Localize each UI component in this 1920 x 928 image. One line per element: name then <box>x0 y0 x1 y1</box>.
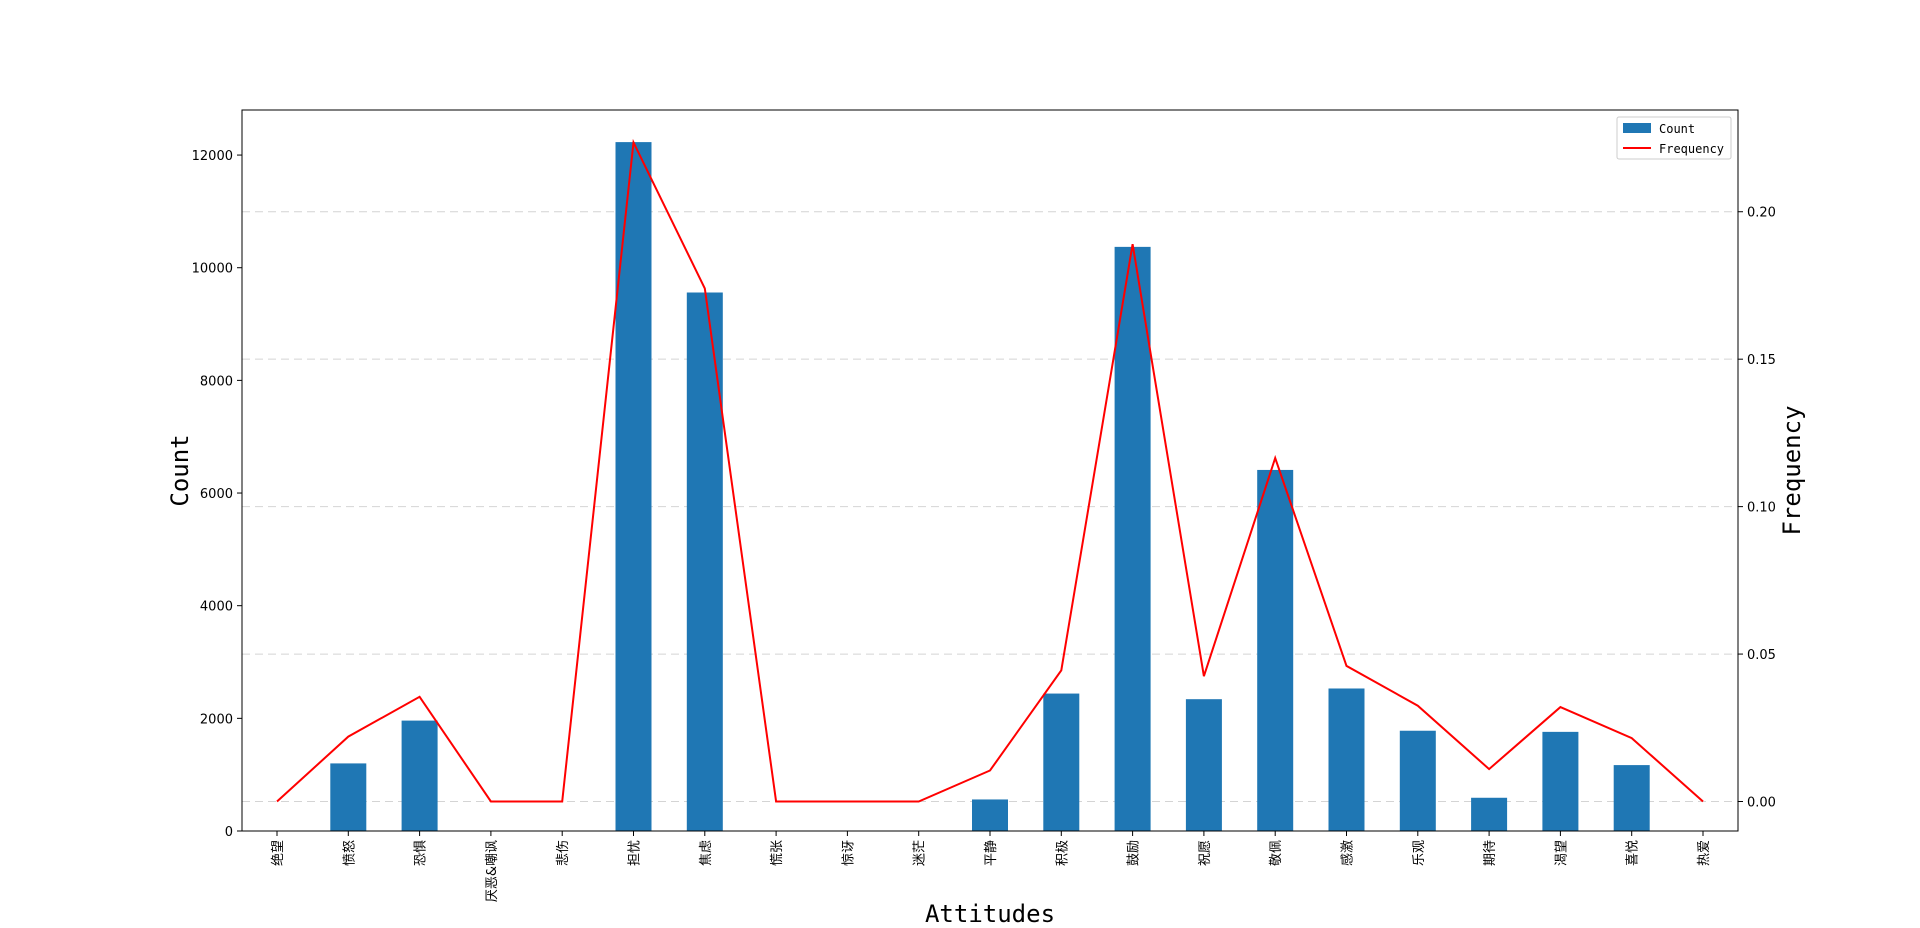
bar-18 <box>1542 731 1579 831</box>
bar-16 <box>1399 730 1436 831</box>
frequency-line <box>276 138 1704 803</box>
bar-15 <box>1328 688 1365 831</box>
y-axis-label: Count <box>166 434 194 506</box>
bar-2 <box>401 720 438 831</box>
x-tick-label: 热爱 <box>1697 840 1712 866</box>
y-tick-label: 8000 <box>200 374 233 389</box>
x-tick-label: 鼓励 <box>1127 840 1142 866</box>
frequency-line-layer <box>276 138 1704 803</box>
x-tick-label: 敬佩 <box>1268 840 1284 866</box>
x-tick-label: 担忧 <box>628 840 643 866</box>
bar-17 <box>1471 797 1508 831</box>
x-tick-label: 祝愿 <box>1198 840 1213 866</box>
x-tick-label: 乐观 <box>1412 840 1427 866</box>
y-tick-label: 10000 <box>192 262 233 277</box>
x-tick-label: 恐惧 <box>413 840 429 866</box>
x-tick-label: 焦虑 <box>699 840 714 866</box>
x-tick-label: 悲伤 <box>555 840 571 866</box>
right-axis-ticks: 0.00 0.05 0.10 0.15 0.20 <box>1738 206 1776 811</box>
x-tick-label: 期待 <box>1483 840 1498 866</box>
bar-6 <box>686 292 723 831</box>
x-tick-label: 慌张 <box>770 840 785 866</box>
x-tick-label: 惊讶 <box>841 840 856 866</box>
y-tick-label: 12000 <box>192 149 233 164</box>
y-tick-label: 4000 <box>200 600 233 615</box>
grid-lines <box>242 211 1738 803</box>
y2-axis-label: Frequency <box>1778 405 1806 535</box>
legend-swatch-count <box>1623 123 1651 133</box>
y2-tick-label: 0.05 <box>1747 648 1776 663</box>
legend-label-frequency: Frequency <box>1659 142 1724 156</box>
bar-12 <box>1114 246 1151 832</box>
x-tick-label: 迷茫 <box>913 840 928 866</box>
bar-5 <box>615 142 652 831</box>
x-tick-label: 渴望 <box>1553 840 1569 866</box>
left-axis-ticks: 0 2000 4000 6000 8000 10000 12000 <box>192 149 242 840</box>
legend-label-count: Count <box>1659 122 1695 136</box>
x-axis-ticks: 绝望 愤怒 恐惧 厌恶&嘲讽 悲伤 担忧 焦虑 慌张 惊讶 迷茫 平静 积极 鼓励 祝愿 敬佩 感激 乐观 期待 渴… <box>270 831 1712 902</box>
x-axis-label: Attitudes <box>925 900 1055 928</box>
x-tick-label: 愤怒 <box>342 840 357 866</box>
x-tick-label: 绝望 <box>270 840 286 866</box>
y-tick-label: 2000 <box>200 712 233 727</box>
bar-11 <box>1043 693 1080 831</box>
plot-frame <box>241 109 1739 832</box>
count-bars <box>330 142 1650 832</box>
y2-tick-label: 0.00 <box>1747 796 1776 811</box>
bar-10 <box>972 799 1008 831</box>
y2-tick-label: 0.10 <box>1747 501 1776 516</box>
y2-tick-label: 0.15 <box>1747 353 1776 368</box>
y2-tick-label: 0.20 <box>1747 206 1776 221</box>
x-tick-label: 感激 <box>1340 840 1356 866</box>
x-tick-label: 厌恶&嘲讽 <box>485 840 500 902</box>
bar-1 <box>330 763 367 831</box>
y-tick-label: 0 <box>225 825 233 840</box>
legend: Count Frequency <box>1616 116 1732 160</box>
bar-14 <box>1257 469 1294 831</box>
bar-13 <box>1185 699 1222 831</box>
x-tick-label: 喜悦 <box>1626 840 1641 866</box>
y-tick-label: 6000 <box>200 487 233 502</box>
x-tick-label: 积极 <box>1055 840 1070 866</box>
x-tick-label: 平静 <box>984 840 999 866</box>
bar-19 <box>1613 765 1650 831</box>
